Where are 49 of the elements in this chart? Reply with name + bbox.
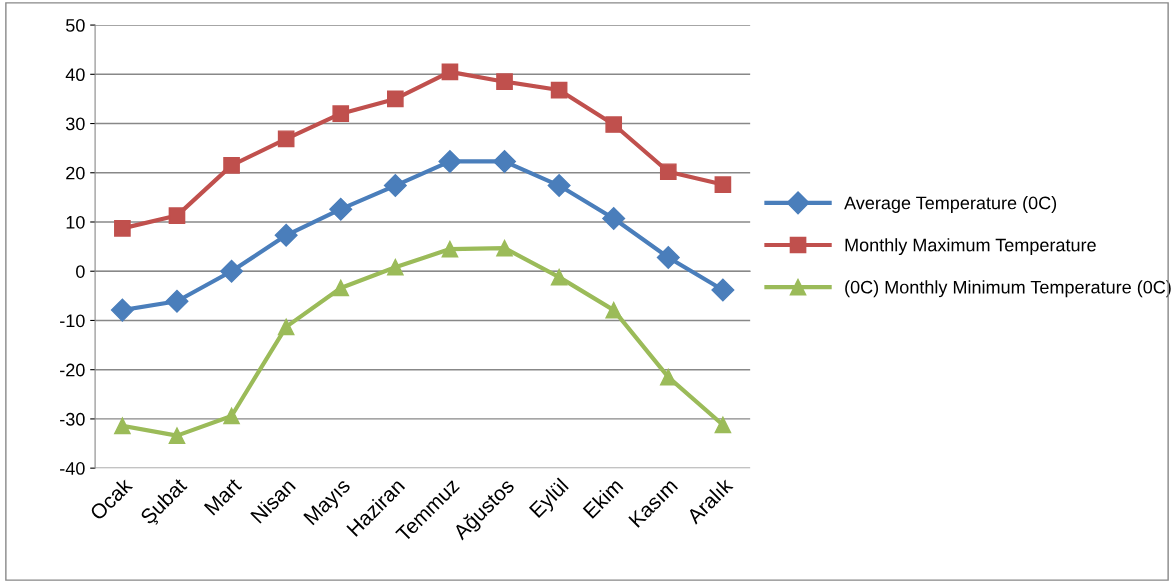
legend-label: Monthly Maximum Temperature [845, 238, 1096, 256]
point [441, 63, 459, 81]
point [441, 240, 459, 258]
point [329, 197, 353, 221]
point [110, 298, 134, 322]
point [114, 417, 131, 435]
point [168, 427, 186, 444]
point [711, 278, 735, 302]
point [550, 268, 568, 286]
point [332, 105, 350, 123]
point [223, 157, 240, 174]
y-tick-label: -30 [60, 412, 85, 426]
y-tick-label: 20 [66, 166, 85, 180]
point [602, 207, 626, 231]
point [605, 116, 623, 133]
point [714, 416, 732, 434]
point [605, 301, 623, 319]
point [277, 130, 295, 148]
point [438, 149, 462, 173]
y-tick-label: -40 [60, 462, 85, 475]
point [165, 289, 189, 313]
point [274, 223, 298, 247]
point [332, 279, 350, 297]
y-tick-label: -10 [60, 314, 85, 328]
point [114, 220, 131, 237]
point [659, 368, 677, 386]
legend-label: (0C) Monthly Minimum Temperature (0C) [845, 280, 1171, 298]
point [387, 258, 404, 276]
y-tick-label: 40 [65, 68, 85, 82]
point [383, 174, 407, 198]
y-tick-label: 10 [66, 215, 85, 229]
point [659, 163, 677, 181]
y-tick-label: 50 [66, 19, 85, 32]
legend-label: Average Temperature (0C) [844, 196, 1057, 213]
point [714, 176, 732, 193]
point [547, 174, 571, 198]
y-tick-label: 30 [65, 117, 85, 131]
point [277, 318, 295, 336]
point [223, 407, 240, 425]
point [496, 239, 513, 257]
point [550, 81, 568, 99]
point [168, 207, 186, 224]
point [493, 149, 517, 173]
y-tick-label: 0 [76, 265, 85, 278]
y-tick-label: -20 [60, 363, 85, 377]
point [496, 73, 513, 91]
point [656, 245, 680, 269]
point [387, 90, 404, 108]
point [220, 259, 244, 283]
